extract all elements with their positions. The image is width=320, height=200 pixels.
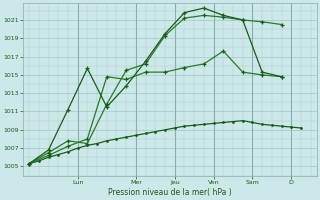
X-axis label: Pression niveau de la mer( hPa ): Pression niveau de la mer( hPa ) (108, 188, 232, 197)
